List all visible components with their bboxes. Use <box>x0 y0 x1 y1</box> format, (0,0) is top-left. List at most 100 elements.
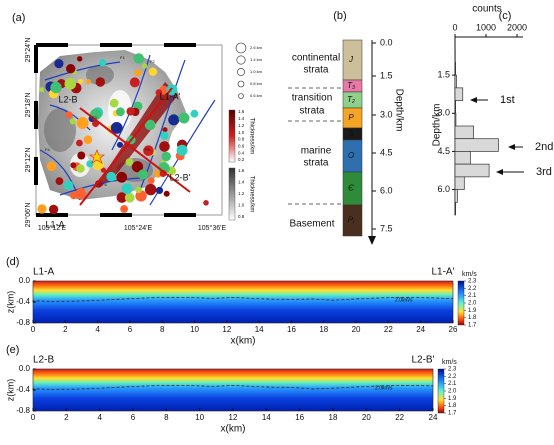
bar <box>454 163 490 178</box>
bar <box>454 62 456 76</box>
well <box>178 112 190 124</box>
colorbar-tick: 1.0 <box>238 130 245 135</box>
annotation: 1st <box>500 94 515 106</box>
size-legend-circle <box>238 93 244 99</box>
stratum-symbol-sub: 2 <box>351 99 355 105</box>
depth-tick-label: 6.0 <box>380 185 393 195</box>
profile-start: L2-B <box>33 355 54 366</box>
y-tick-label: 6.0 <box>437 184 450 194</box>
x-tick-label: 20 <box>352 325 361 334</box>
size-legend-label: 2.6 km <box>250 45 263 50</box>
bar <box>454 176 465 190</box>
contour-label: 2.0km/s <box>375 386 393 392</box>
well <box>83 135 93 144</box>
panel-label: (c) <box>499 10 512 22</box>
profile-end: L1-A' <box>431 267 454 278</box>
group-label: strata <box>303 65 328 76</box>
contour-label: 2.0km/s <box>395 298 413 304</box>
lon-label: 105°36'E <box>198 224 227 232</box>
fault-label: F1 <box>120 55 125 60</box>
bar <box>454 151 471 165</box>
gray-colorbar-tick: 1.0 <box>238 203 245 208</box>
y-tick-label: 0.0 <box>19 276 31 285</box>
well <box>134 69 142 77</box>
star <box>89 149 105 164</box>
x-tick-label: 6 <box>128 325 133 334</box>
colorbar-tick-label: 2.0 <box>448 389 457 395</box>
lon-label: 105°24'E <box>124 224 153 232</box>
x-tick-label: 2000 <box>507 22 527 32</box>
lat-label: 29°24'N <box>24 38 32 63</box>
x-axis-label: x(km) <box>231 336 256 347</box>
well <box>159 141 170 152</box>
well <box>70 162 77 169</box>
stratum-symbol-sub: 3 <box>352 85 355 91</box>
x-tick-label: 0 <box>31 413 36 422</box>
x-tick-label: 12 <box>222 325 231 334</box>
profile-label: L1-A' <box>160 91 181 101</box>
well <box>163 190 170 197</box>
colorbar-tick-label: 1.9 <box>468 308 477 314</box>
profiles <box>79 87 191 206</box>
well <box>116 192 128 203</box>
fault-label: F5 <box>145 147 150 152</box>
well <box>77 151 86 160</box>
well <box>133 53 144 64</box>
gray-colorbar-tick: 1.6 <box>238 168 245 173</box>
well <box>161 151 171 162</box>
stratum-symbol-main: T <box>347 95 353 104</box>
bar <box>454 125 474 140</box>
stratum-symbol-main: J <box>348 55 354 64</box>
profile-label: L2-B' <box>170 172 191 182</box>
well <box>85 79 92 85</box>
well <box>141 63 148 69</box>
well <box>100 167 106 173</box>
y-tick-label: 3.0 <box>437 108 450 118</box>
colorbar-tick-label: 2.1 <box>468 293 477 299</box>
lat-label: 29°12'N <box>24 148 32 173</box>
colorbar <box>437 368 445 414</box>
colorbar-label: km/s <box>462 271 477 278</box>
bar <box>454 112 457 127</box>
well <box>110 122 123 134</box>
colorbar-tick-label: 2.2 <box>448 374 457 380</box>
x-tick-label: 2 <box>64 413 69 422</box>
colorbar <box>228 109 236 163</box>
well <box>106 171 116 182</box>
depth-tick-label: 7.5 <box>380 223 393 233</box>
panel-label: (b) <box>333 10 346 22</box>
y-tick-label: -0.4 <box>16 385 30 394</box>
wells <box>37 53 209 215</box>
well <box>148 67 158 76</box>
colorbar-tick-label: 2.3 <box>448 367 457 373</box>
well <box>76 117 89 129</box>
stratum-symbol-main: S <box>348 129 354 138</box>
bar <box>454 201 456 216</box>
fault-label: F4 <box>45 147 50 152</box>
well <box>148 177 155 184</box>
y-tick-label: 1.5 <box>437 70 450 80</box>
x-tick-label: 26 <box>449 325 458 334</box>
size-legend-circle <box>237 68 245 76</box>
x-axis-label: x(km) <box>221 424 246 435</box>
y-tick-label: -0.8 <box>16 406 30 415</box>
bar <box>454 189 458 203</box>
panel-label: (e) <box>6 344 19 356</box>
contour <box>32 384 434 391</box>
stratum-symbol-main: P <box>348 113 354 122</box>
x-tick-label: 18 <box>319 325 328 334</box>
colorbar-tick-label: 2.3 <box>468 279 477 285</box>
x-tick-label: 6 <box>131 413 136 422</box>
panel-label: (d) <box>6 256 19 268</box>
lat-label: 29°06'N <box>24 203 32 228</box>
well <box>126 107 135 116</box>
well <box>124 192 135 203</box>
annotation-arrowhead <box>470 97 477 103</box>
well <box>69 118 76 125</box>
well <box>117 141 123 148</box>
stratum-symbol-main: T <box>347 81 353 90</box>
stratum <box>342 204 363 237</box>
gray-colorbar-tick: 1.4 <box>238 180 245 185</box>
x-tick-label: 8 <box>160 325 165 334</box>
well <box>37 204 47 214</box>
